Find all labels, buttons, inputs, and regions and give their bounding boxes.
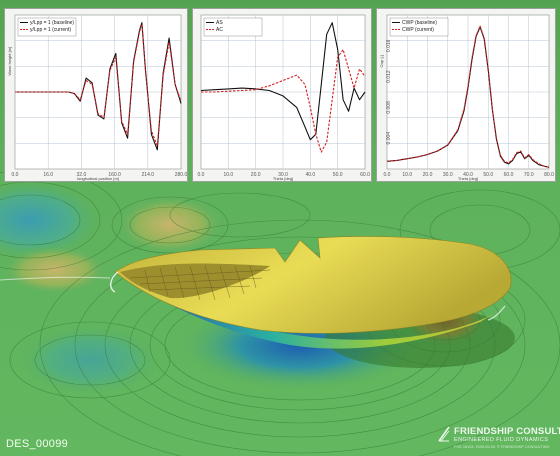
x-tick-label: 0.0 — [12, 172, 19, 178]
x-tick-label: 0.0 — [384, 172, 391, 178]
legend-box — [389, 17, 449, 37]
x-tick-label: 50.0 — [483, 172, 493, 178]
as-ac-chart: 0.0 10.0 20.0 30.0 40.0 50.0 60.0 Theta [deg] AS… — [198, 14, 370, 181]
y-tick-label: 0.008 — [386, 101, 392, 114]
series-line — [200, 22, 366, 141]
legend-entry: y/Lpp = 1 (baseline) — [30, 20, 74, 26]
series-line — [201, 49, 366, 153]
x-tick-label: 30.0 — [278, 172, 288, 178]
wave-cut-chart: 0.0 16.0 32.0 160.0 214.0 280.0 longitudinal p… — [7, 14, 187, 181]
series-line — [386, 25, 550, 168]
brand-name: FRIENDSHIP CONSULTING — [454, 426, 560, 437]
x-tick-label: 60.0 — [504, 172, 514, 178]
brand-tagline: ENGINEERED FLUID DYNAMICS — [454, 437, 549, 443]
x-tick-label: 80.0 — [544, 172, 554, 178]
x-tick-label: 160.0 — [108, 172, 121, 178]
x-tick-label: 40.0 — [463, 172, 473, 178]
brand-logo: FRIENDSHIP CONSULTING ENGINEERED FLUID D… — [438, 424, 560, 454]
x-tick-label: 50.0 — [333, 172, 343, 178]
legend-entry: CWP (baseline) — [402, 20, 437, 26]
series-line — [15, 23, 182, 147]
legend-entry: AC — [216, 27, 223, 33]
x-tick-label: 20.0 — [251, 172, 261, 178]
x-axis-label: Theta [deg] — [458, 176, 478, 181]
y-tick-label: 0.012 — [386, 70, 392, 83]
x-tick-label: 0.0 — [198, 172, 205, 178]
x-axis-label: Theta [deg] — [273, 176, 293, 181]
y-tick-label: 0.016 — [386, 39, 392, 52]
x-tick-label: 60.0 — [360, 172, 370, 178]
chart-panel-as-ac: 0.0 10.0 20.0 30.0 40.0 50.0 60.0 Theta [deg] AS… — [192, 8, 372, 182]
x-tick-label: 16.0 — [43, 172, 53, 178]
legend-box — [203, 17, 263, 37]
x-tick-label: 214.0 — [142, 172, 155, 178]
x-tick-label: 20.0 — [423, 172, 433, 178]
x-tick-label: 10.0 — [223, 172, 233, 178]
chart-panel-wave-cut: 0.0 16.0 32.0 160.0 214.0 280.0 longitudinal p… — [4, 8, 188, 182]
legend-entry: CWP (current) — [402, 27, 434, 33]
legend-box — [17, 17, 77, 37]
ship-hull — [0, 236, 515, 368]
x-axis-label: longitudinal position [m] — [77, 176, 119, 181]
x-tick-label: 10.0 — [402, 172, 412, 178]
chart-panel-cwp: 0.0 10.0 20.0 30.0 40.0 50.0 60.0 70.0 80.0 0.016… — [376, 8, 556, 182]
legend-entry: y/Lpp = 1 (current) — [30, 27, 71, 33]
x-tick-label: 30.0 — [443, 172, 453, 178]
y-tick-label: 0.004 — [386, 132, 392, 145]
design-id-caption: DES_00099 — [6, 438, 69, 450]
legend-entry: AS — [216, 20, 223, 26]
x-tick-label: 70.0 — [524, 172, 534, 178]
x-tick-label: 280.0 — [175, 172, 187, 178]
cwp-chart: 0.0 10.0 20.0 30.0 40.0 50.0 60.0 70.0 80.0 0.016… — [379, 14, 554, 181]
y-axis-label: Cwp [-] — [379, 55, 384, 68]
brand-mark-icon — [438, 426, 450, 442]
x-tick-label: 32.0 — [77, 172, 87, 178]
x-tick-label: 40.0 — [305, 172, 315, 178]
y-axis-label: Wave height [m] — [7, 47, 12, 76]
brand-copyright: FSG 16103, 2009-09-09, © FRIENDSHIP CONS… — [454, 445, 550, 449]
